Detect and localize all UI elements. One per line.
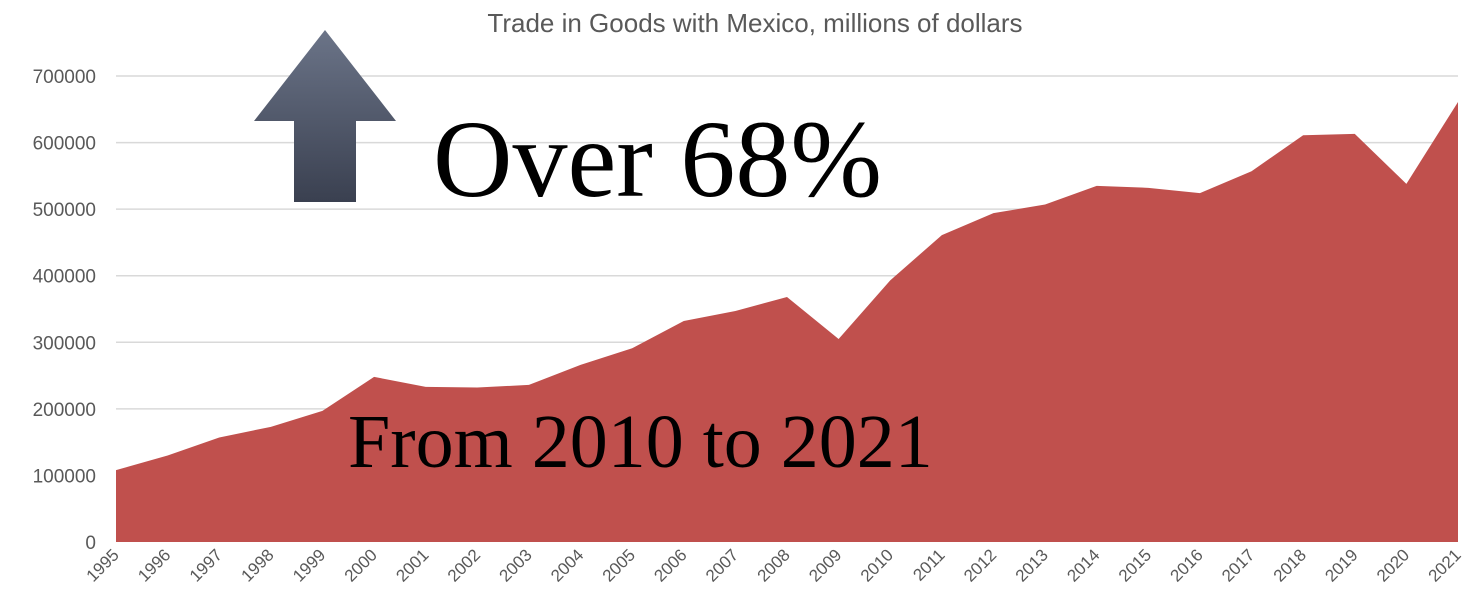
y-tick-label: 700000 <box>33 67 96 88</box>
x-tick-label: 1999 <box>289 545 329 585</box>
x-tick-label: 1998 <box>237 545 277 585</box>
subline-annotation: From 2010 to 2021 <box>348 400 933 484</box>
x-tick-label: 2015 <box>1115 545 1155 585</box>
y-tick-label: 300000 <box>33 333 96 354</box>
x-tick-label: 2002 <box>444 545 484 585</box>
x-tick-label: 2020 <box>1373 545 1413 585</box>
x-tick-label: 2016 <box>1167 545 1207 585</box>
y-tick-label: 400000 <box>33 267 96 288</box>
x-tick-label: 2010 <box>857 545 897 585</box>
y-tick-label: 600000 <box>33 134 96 155</box>
x-tick-label: 2017 <box>1218 545 1258 585</box>
x-tick-label: 2001 <box>392 545 432 585</box>
x-tick-label: 2011 <box>909 545 948 584</box>
y-tick-label: 500000 <box>33 200 96 221</box>
up-arrow-icon <box>254 30 396 202</box>
x-tick-label: 2019 <box>1321 545 1361 585</box>
chart-title: Trade in Goods with Mexico, millions of … <box>487 8 1022 38</box>
x-tick-label: 2007 <box>702 545 742 585</box>
y-tick-label: 200000 <box>33 400 96 421</box>
x-tick-label: 2004 <box>547 545 587 585</box>
area-series <box>116 101 1458 542</box>
x-axis-ticks: 1995 1996 1997 1998 1999 2000 2001 2002 2003 2004… <box>83 545 1463 585</box>
x-tick-label: 2006 <box>650 545 690 585</box>
area-series-0 <box>116 101 1458 542</box>
x-tick-label: 1996 <box>134 545 174 585</box>
x-tick-label: 2014 <box>1063 545 1103 585</box>
x-tick-label: 2000 <box>341 545 381 585</box>
y-tick-label: 0 <box>85 533 96 554</box>
x-tick-label: 2012 <box>960 545 1000 585</box>
x-tick-label: 2008 <box>754 545 794 585</box>
x-tick-label: 1997 <box>186 545 226 585</box>
x-tick-label: 2013 <box>1012 545 1052 585</box>
x-tick-label: 2021 <box>1425 545 1463 585</box>
x-tick-label: 2005 <box>599 545 639 585</box>
x-tick-label: 2009 <box>805 545 845 585</box>
y-tick-label: 100000 <box>33 466 96 487</box>
y-axis-ticks: 0 100000 200000 300000 400000 500000 600000 700… <box>33 67 96 554</box>
headline-annotation: Over 68% <box>433 98 882 220</box>
x-tick-label: 2003 <box>496 545 536 585</box>
x-tick-label: 2018 <box>1270 545 1310 585</box>
